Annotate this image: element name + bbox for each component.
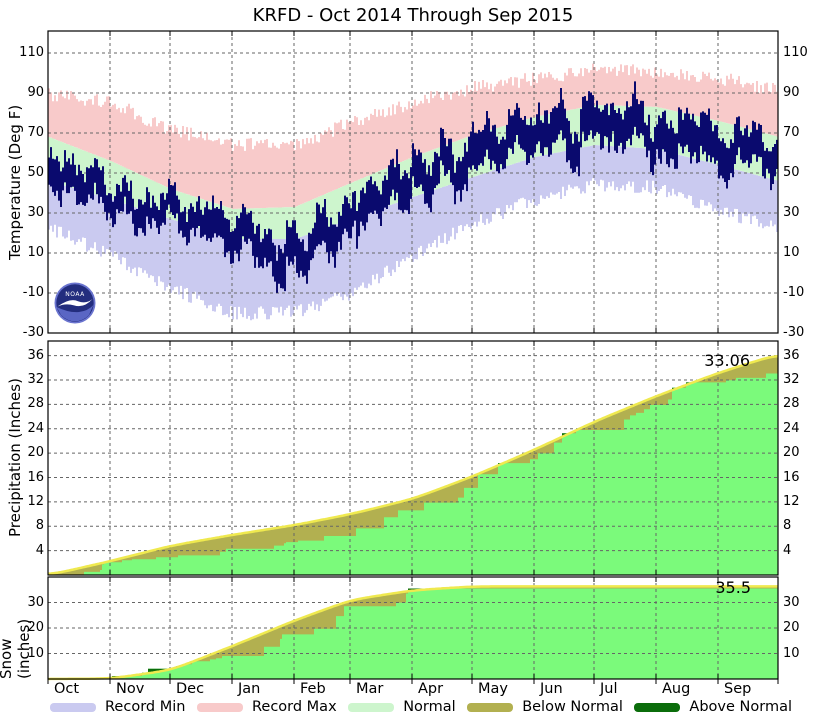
legend-item: Record Max	[196, 699, 337, 715]
observed-accumulation-area	[48, 373, 778, 575]
y-tick-label: 30	[783, 594, 800, 610]
y-tick-label: 36	[783, 347, 800, 363]
y-tick-label: 30	[783, 205, 800, 220]
y-tick-label: 20	[27, 445, 44, 461]
y-tick-label: -10	[783, 285, 805, 300]
noaa-logo-icon: NOAA	[54, 282, 96, 324]
chart-title: KRFD - Oct 2014 Through Sep 2015	[252, 5, 574, 26]
legend-label: Above Normal	[689, 699, 792, 715]
legend-label: Record Max	[251, 699, 337, 715]
y-tick-label: 30	[27, 594, 44, 610]
legend-swatch-icon	[467, 702, 514, 712]
y-tick-label: 10	[27, 645, 44, 661]
noaa-logo-text: NOAA	[65, 291, 85, 298]
precipitation-total-annotation: 33.06	[704, 351, 750, 370]
y-tick-label: 90	[27, 85, 44, 100]
x-month-label: Jan	[238, 681, 261, 697]
y-tick-label: 50	[27, 165, 44, 180]
legend-swatch-icon	[634, 702, 681, 712]
y-tick-label: 30	[27, 205, 44, 220]
x-month-label: Feb	[300, 681, 326, 697]
y-tick-label: 28	[27, 396, 44, 412]
y-tick-label: 24	[783, 420, 800, 436]
legend-swatch-icon	[50, 702, 96, 712]
y-tick-label: 70	[27, 125, 44, 140]
y-tick-label: 24	[27, 420, 44, 436]
y-tick-label: 50	[783, 165, 800, 180]
record-min-band	[48, 145, 778, 321]
y-tick-label: -10	[22, 285, 44, 300]
y-tick-label: 10	[27, 245, 44, 260]
normal-accumulation-line	[48, 355, 778, 575]
legend-item: Above Normal	[634, 699, 792, 715]
y-tick-label: 20	[27, 620, 44, 635]
y-tick-label: 10	[783, 645, 800, 661]
y-tick-label: 32	[27, 372, 44, 387]
y-tick-label: -30	[22, 325, 44, 340]
y-tick-label: 70	[783, 125, 800, 140]
y-tick-label: 90	[783, 85, 800, 100]
x-month-label: Mar	[356, 681, 384, 697]
y-tick-label: 20	[783, 620, 800, 635]
y-tick-label: 20	[783, 445, 800, 461]
legend-label: Below Normal	[522, 699, 623, 715]
snow-total-annotation: 35.5	[715, 578, 751, 597]
y-tick-label: 32	[783, 372, 800, 387]
y-tick-label: 12	[783, 493, 800, 509]
x-month-label: Oct	[54, 681, 80, 697]
panel-border	[47, 576, 779, 680]
x-month-label: Aug	[662, 681, 691, 697]
x-month-label: Apr	[418, 681, 444, 697]
x-month-label: Nov	[116, 681, 145, 697]
panel-border	[47, 30, 779, 334]
y-tick-label: 4	[783, 542, 792, 558]
y-tick-label: 16	[27, 469, 44, 485]
legend: Record Min Record Max Normal Below Normal Ab…	[50, 699, 792, 715]
legend-label: Record Min	[105, 699, 186, 715]
legend-item: Below Normal	[467, 699, 623, 715]
y-tick-label: 16	[783, 469, 800, 485]
y-tick-label: 110	[19, 45, 44, 60]
y-tick-label: -30	[783, 325, 805, 340]
normal-accumulation-line	[48, 585, 778, 681]
legend-swatch-icon	[348, 702, 395, 712]
y-tick-label: 12	[27, 493, 44, 509]
y-tick-label: 110	[783, 45, 808, 60]
y-tick-label: 28	[783, 396, 800, 412]
x-month-label: Jul	[600, 681, 618, 697]
observed-accumulation-area	[48, 588, 778, 679]
y-tick-label: 4	[35, 542, 44, 558]
legend-swatch-icon	[196, 702, 243, 712]
panel-border	[47, 340, 779, 576]
y-tick-label: 8	[35, 518, 44, 534]
x-month-label: May	[478, 681, 508, 697]
observed-temperature-band	[48, 81, 778, 293]
legend-item: Record Min	[50, 699, 185, 715]
y-tick-label: 10	[783, 245, 800, 260]
x-month-label: Dec	[176, 681, 205, 697]
x-month-label: Sep	[724, 681, 752, 697]
y-tick-label: 36	[27, 347, 44, 363]
legend-item: Normal	[348, 699, 456, 715]
legend-label: Normal	[403, 699, 456, 715]
x-month-label: Jun	[540, 681, 563, 697]
y-tick-label: 8	[783, 518, 792, 534]
